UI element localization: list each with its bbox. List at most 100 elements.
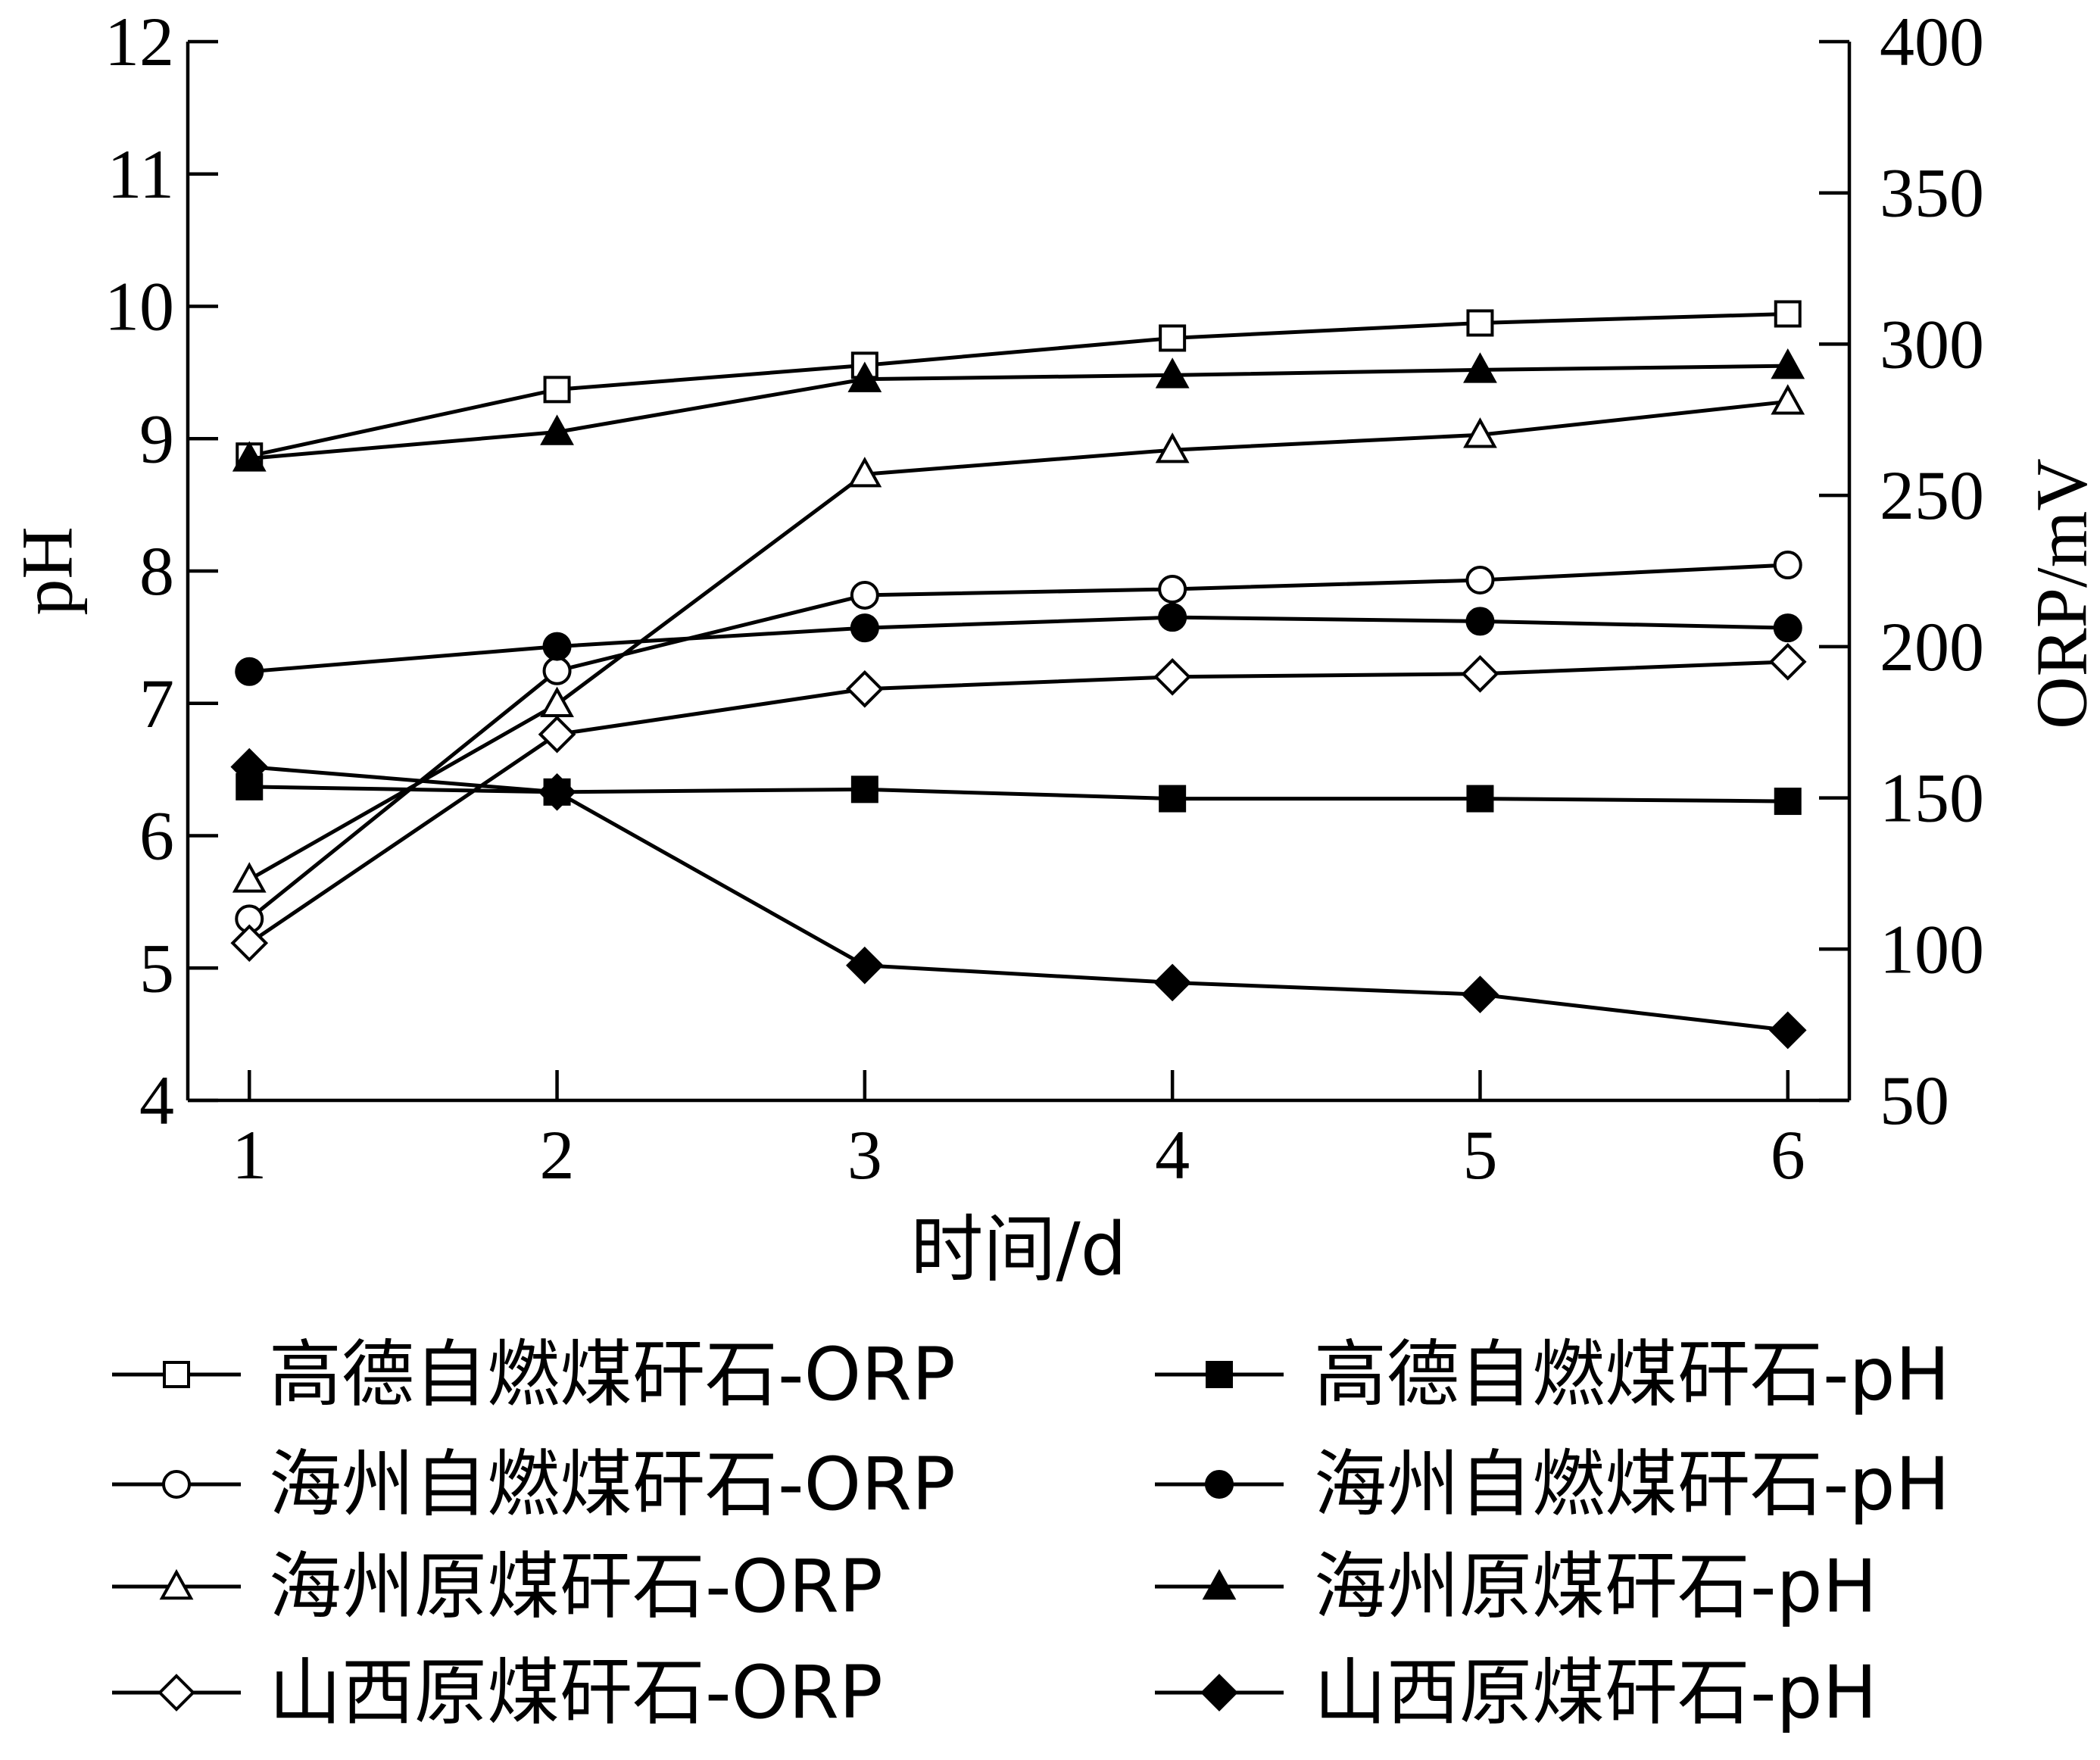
series-line [249, 615, 1788, 674]
series-layer [230, 300, 1807, 1050]
series-point [846, 946, 884, 985]
legend-marker [1200, 1674, 1238, 1712]
y-left-tick-label: 9 [139, 400, 174, 477]
x-tick-label: 3 [847, 1116, 882, 1194]
series-point [1773, 551, 1802, 580]
legend-marker [1205, 1470, 1234, 1499]
y-axis-right-title: ORP/mV [2021, 458, 2100, 729]
legend-label: 海州自燃煤矸石-ORP [269, 1442, 956, 1527]
series-point [1153, 963, 1191, 1002]
x-axis-title: 时间/d [910, 1207, 1126, 1292]
series-point [538, 773, 576, 811]
series-point [1461, 654, 1499, 693]
chart-legend: 高德自燃煤矸石-ORP 高德自燃煤矸石-pH 海州自燃煤矸石-ORP 海州自燃煤矸石-… [112, 1332, 1950, 1735]
legend-item: 海州自燃煤矸石-ORP [112, 1442, 956, 1527]
y-left-tick-label: 10 [105, 268, 174, 345]
legend-marker [1206, 1361, 1233, 1388]
series-point [1771, 348, 1805, 379]
series-line [248, 311, 1788, 458]
series-point [847, 457, 882, 488]
series-point [538, 715, 576, 754]
series-point [1465, 565, 1495, 594]
y-right-tick-label: 200 [1880, 608, 1984, 685]
legend-marker [162, 1470, 191, 1499]
legend-item: 山西原煤矸石-ORP [112, 1650, 883, 1735]
series-point [540, 414, 574, 445]
series-point [540, 686, 574, 717]
series-point [1463, 352, 1497, 383]
y-left-tick-label: 6 [139, 797, 174, 875]
legend-item: 海州原煤矸石-ORP [112, 1544, 883, 1629]
series-point [543, 376, 571, 404]
series-line [249, 785, 1788, 804]
y-left-tick-label: 8 [139, 532, 174, 610]
series-point [232, 441, 267, 472]
x-tick-label: 1 [232, 1116, 267, 1194]
series-8 [230, 747, 1807, 1050]
legend-label: 高德自燃煤矸石-pH [1314, 1332, 1950, 1417]
series-point [230, 747, 269, 786]
series-point [1466, 785, 1494, 813]
series-point [846, 669, 884, 708]
legend-item: 高德自燃煤矸石-ORP [112, 1332, 956, 1417]
y-right-tick-label: 50 [1880, 1062, 1949, 1139]
y-left-tick-label: 5 [139, 929, 174, 1006]
legend-marker [1202, 1568, 1237, 1600]
series-point [1158, 603, 1187, 632]
y-right-tick-label: 300 [1880, 305, 1984, 382]
legend-marker [163, 1361, 190, 1388]
series-line [248, 660, 1788, 945]
series-line [248, 563, 1788, 921]
series-point [1773, 613, 1802, 643]
series-point [1465, 607, 1495, 636]
y-right-tick-label: 250 [1880, 457, 1984, 534]
series-4 [235, 603, 1802, 686]
series-point [1463, 417, 1497, 448]
series-point [1771, 384, 1805, 415]
legend-item: 海州原煤矸石-pH [1155, 1544, 1877, 1629]
legend-label: 海州自燃煤矸石-pH [1314, 1442, 1950, 1527]
series-point [542, 656, 572, 685]
y-axis-left-title: pH [7, 526, 88, 615]
series-point [232, 862, 267, 893]
series-point [1153, 657, 1191, 696]
series-point [847, 361, 882, 392]
legend-label: 海州原煤矸石-pH [1314, 1544, 1877, 1629]
series-point [542, 632, 572, 661]
legend-label: 山西原煤矸石-ORP [269, 1650, 883, 1735]
series-6 [232, 348, 1805, 472]
series-point [1159, 324, 1187, 352]
y-left-tick-label: 4 [139, 1062, 174, 1139]
series-point [1158, 574, 1187, 604]
legend-item: 山西原煤矸石-pH [1155, 1650, 1877, 1735]
series-point [1774, 788, 1802, 816]
series-line [248, 399, 1789, 882]
x-tick-label: 5 [1462, 1116, 1497, 1194]
legend-item: 高德自燃煤矸石-pH [1155, 1332, 1950, 1417]
series-point [1159, 785, 1187, 813]
y-right-tick-label: 400 [1880, 3, 1984, 80]
series-1 [236, 300, 1802, 470]
legend-marker [159, 1568, 194, 1600]
series-3 [235, 551, 1802, 934]
legend-label: 海州原煤矸石-ORP [269, 1544, 883, 1629]
series-point [230, 924, 269, 963]
y-left-tick-label: 7 [139, 665, 174, 742]
y-right-tick-label: 350 [1880, 154, 1984, 232]
x-tick-label: 6 [1771, 1116, 1805, 1194]
x-tick-label: 4 [1155, 1116, 1190, 1194]
series-point [1466, 309, 1494, 337]
series-point [235, 657, 264, 686]
series-line [249, 364, 1788, 460]
series-point [850, 613, 879, 643]
series-7 [230, 643, 1807, 963]
x-tick-label: 2 [540, 1116, 575, 1194]
legend-item: 海州自燃煤矸石-pH [1155, 1442, 1950, 1527]
series-point [1768, 1011, 1807, 1050]
series-point [850, 775, 878, 804]
y-left-tick-label: 12 [105, 3, 174, 80]
series-point [1155, 432, 1190, 463]
series-point [1461, 975, 1499, 1014]
